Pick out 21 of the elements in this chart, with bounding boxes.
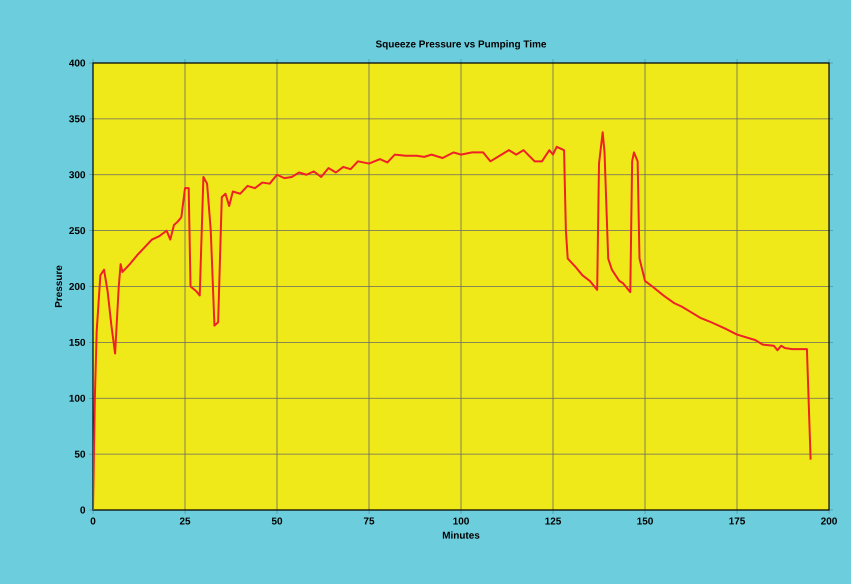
- y-tick-label: 0: [80, 506, 86, 514]
- x-tick-label: 75: [364, 518, 374, 524]
- chart-title: Squeeze Pressure vs Pumping Time: [376, 40, 546, 50]
- x-tick-label: 0: [90, 518, 96, 525]
- y-tick-label: 200: [69, 282, 86, 290]
- x-tick-label: 125: [545, 518, 562, 525]
- x-axis-title: Minutes: [442, 531, 480, 539]
- x-tick-label: 50: [272, 518, 282, 525]
- x-tick-label: 150: [637, 518, 653, 525]
- y-tick-label: 50: [74, 450, 86, 458]
- y-tick-label: 150: [69, 338, 86, 346]
- x-tick-label: 25: [180, 518, 190, 525]
- x-tick-label: 200: [821, 518, 837, 525]
- y-tick-label: 250: [69, 227, 86, 234]
- y-axis-title: Pressure: [55, 266, 62, 308]
- y-tick-label: 400: [69, 59, 86, 67]
- y-tick-label: 350: [69, 115, 86, 122]
- y-tick-label: 300: [69, 171, 86, 178]
- x-tick-label: 175: [729, 518, 746, 524]
- y-tick-label: 100: [69, 394, 86, 402]
- x-tick-label: 100: [453, 518, 469, 525]
